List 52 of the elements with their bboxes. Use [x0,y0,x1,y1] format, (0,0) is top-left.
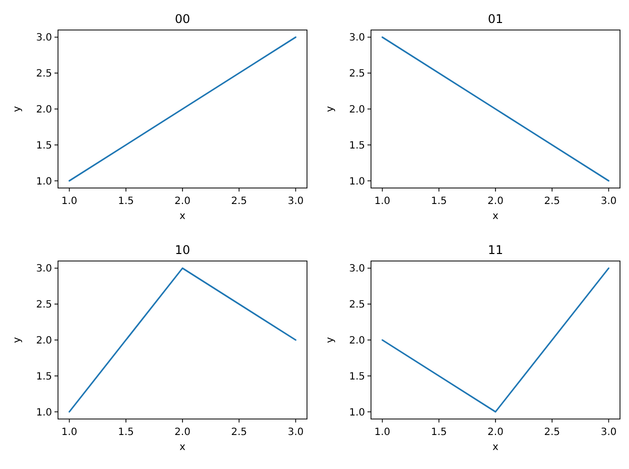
x-tick-label: 1.0 [374,196,390,207]
x-tick-label: 1.0 [61,196,78,207]
y-tick-label: 1.5 [36,371,52,382]
y-tick-label: 2.0 [349,336,365,346]
x-tick-label: 3.0 [288,427,304,438]
y-axis-title: y [325,106,336,112]
x-tick-label: 2.5 [231,427,248,438]
x-tick-label: 2.0 [488,196,504,207]
chart-title: 01 [488,12,504,26]
x-tick-label: 1.5 [118,196,134,207]
y-tick-label: 2.5 [36,300,52,311]
x-tick-label: 2.0 [174,427,190,438]
x-tick-label: 2.5 [544,427,560,438]
x-tick-label: 2.5 [231,196,248,207]
y-axis-title: y [12,336,23,343]
x-axis-title: x [492,211,499,222]
y-tick-label: 1.5 [349,140,365,152]
x-tick-label: 1.5 [118,427,134,438]
x-tick-label: 2.0 [488,427,504,438]
y-tick-label: 1.5 [36,140,52,152]
y-tick-label: 2.5 [349,300,365,311]
x-tick-label: 3.0 [600,427,617,438]
y-axis-title: y [12,106,23,112]
y-tick-label: 2.5 [349,68,365,80]
x-axis-title: x [180,442,186,453]
x-tick-label: 2.5 [544,196,560,207]
y-tick-label: 2.0 [36,104,52,116]
x-tick-label: 2.0 [174,196,190,207]
y-axis-title: y [325,336,336,343]
chart-title: 00 [174,12,190,26]
y-tick-label: 2.0 [36,336,52,346]
y-tick-label: 1.0 [349,407,365,418]
chart-title: 10 [174,243,190,257]
x-tick-label: 3.0 [600,196,617,207]
x-axis-title: x [180,211,186,222]
y-tick-label: 1.5 [349,371,365,382]
x-tick-label: 1.0 [61,427,78,438]
y-tick-label: 2.5 [36,68,52,80]
x-tick-label: 1.5 [430,196,447,207]
chart-title: 11 [488,243,504,257]
x-tick-label: 1.5 [430,427,447,438]
x-axis-title: x [492,442,499,453]
x-tick-label: 3.0 [288,196,304,207]
y-tick-label: 1.0 [36,176,52,188]
y-tick-label: 3.0 [36,264,52,275]
x-tick-label: 1.0 [374,427,390,438]
y-tick-label: 3.0 [36,32,52,44]
y-tick-label: 3.0 [349,264,365,275]
y-tick-label: 3.0 [349,32,365,44]
y-tick-label: 1.0 [36,407,52,418]
y-tick-label: 2.0 [349,104,365,116]
y-tick-label: 1.0 [349,176,365,188]
